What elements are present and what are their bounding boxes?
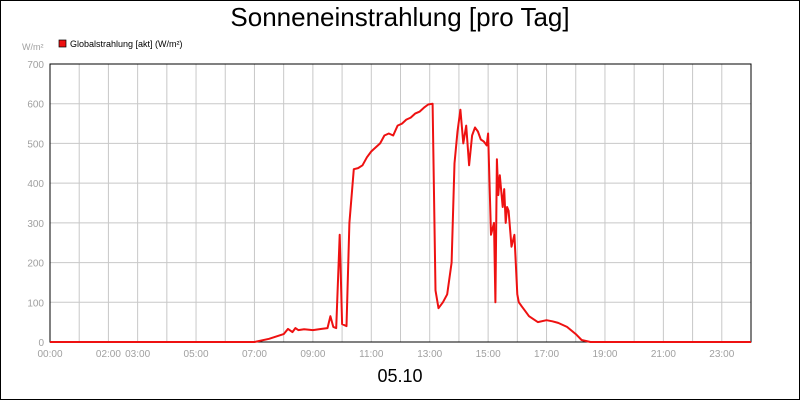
chart-title: Sonneneinstrahlung [pro Tag] [230,2,570,32]
x-tick-label: 23:00 [709,349,734,360]
x-tick-label: 05:00 [184,349,209,360]
x-axis-date-label: 05.10 [377,366,423,386]
series-line [50,102,751,343]
legend: Globalstrahlung [akt] (W/m²) [58,39,183,49]
series-group [50,102,751,343]
plot-area-border [49,63,752,343]
legend-label: Globalstrahlung [akt] (W/m²) [70,39,183,49]
x-tick-label: 17:00 [534,349,559,360]
y-tick-label: 600 [27,100,44,111]
y-tick-label: 700 [27,60,44,71]
x-tick-labels: 00:00 02:00 03:00 05:00 07:00 09:00 11:00 13:00… [37,349,734,360]
grid-lines [50,63,751,342]
y-tick-label: 100 [27,298,44,309]
x-tick-label: 19:00 [592,349,617,360]
x-tick-label: 00:00 [37,349,62,360]
axes [49,63,752,343]
y-tick-label: 400 [27,179,44,190]
x-tick-label: 13:00 [417,349,442,360]
y-axis-unit-label: W/m² [22,42,44,52]
y-tick-label: 500 [27,139,44,150]
x-tick-label: 11:00 [359,349,384,360]
x-tick-label: 15:00 [476,349,501,360]
y-tick-label: 0 [38,338,44,349]
x-tick-label: 02:00 [96,349,121,360]
x-tick-label: 09:00 [300,349,325,360]
legend-swatch [58,39,67,48]
x-tick-label: 21:00 [651,349,676,360]
y-tick-label: 200 [27,259,44,270]
x-tick-label: 07:00 [242,349,267,360]
y-tick-label: 300 [27,219,44,230]
y-tick-labels: 0 100 200 300 400 500 600 700 [27,60,44,349]
x-tick-label: 03:00 [125,349,150,360]
